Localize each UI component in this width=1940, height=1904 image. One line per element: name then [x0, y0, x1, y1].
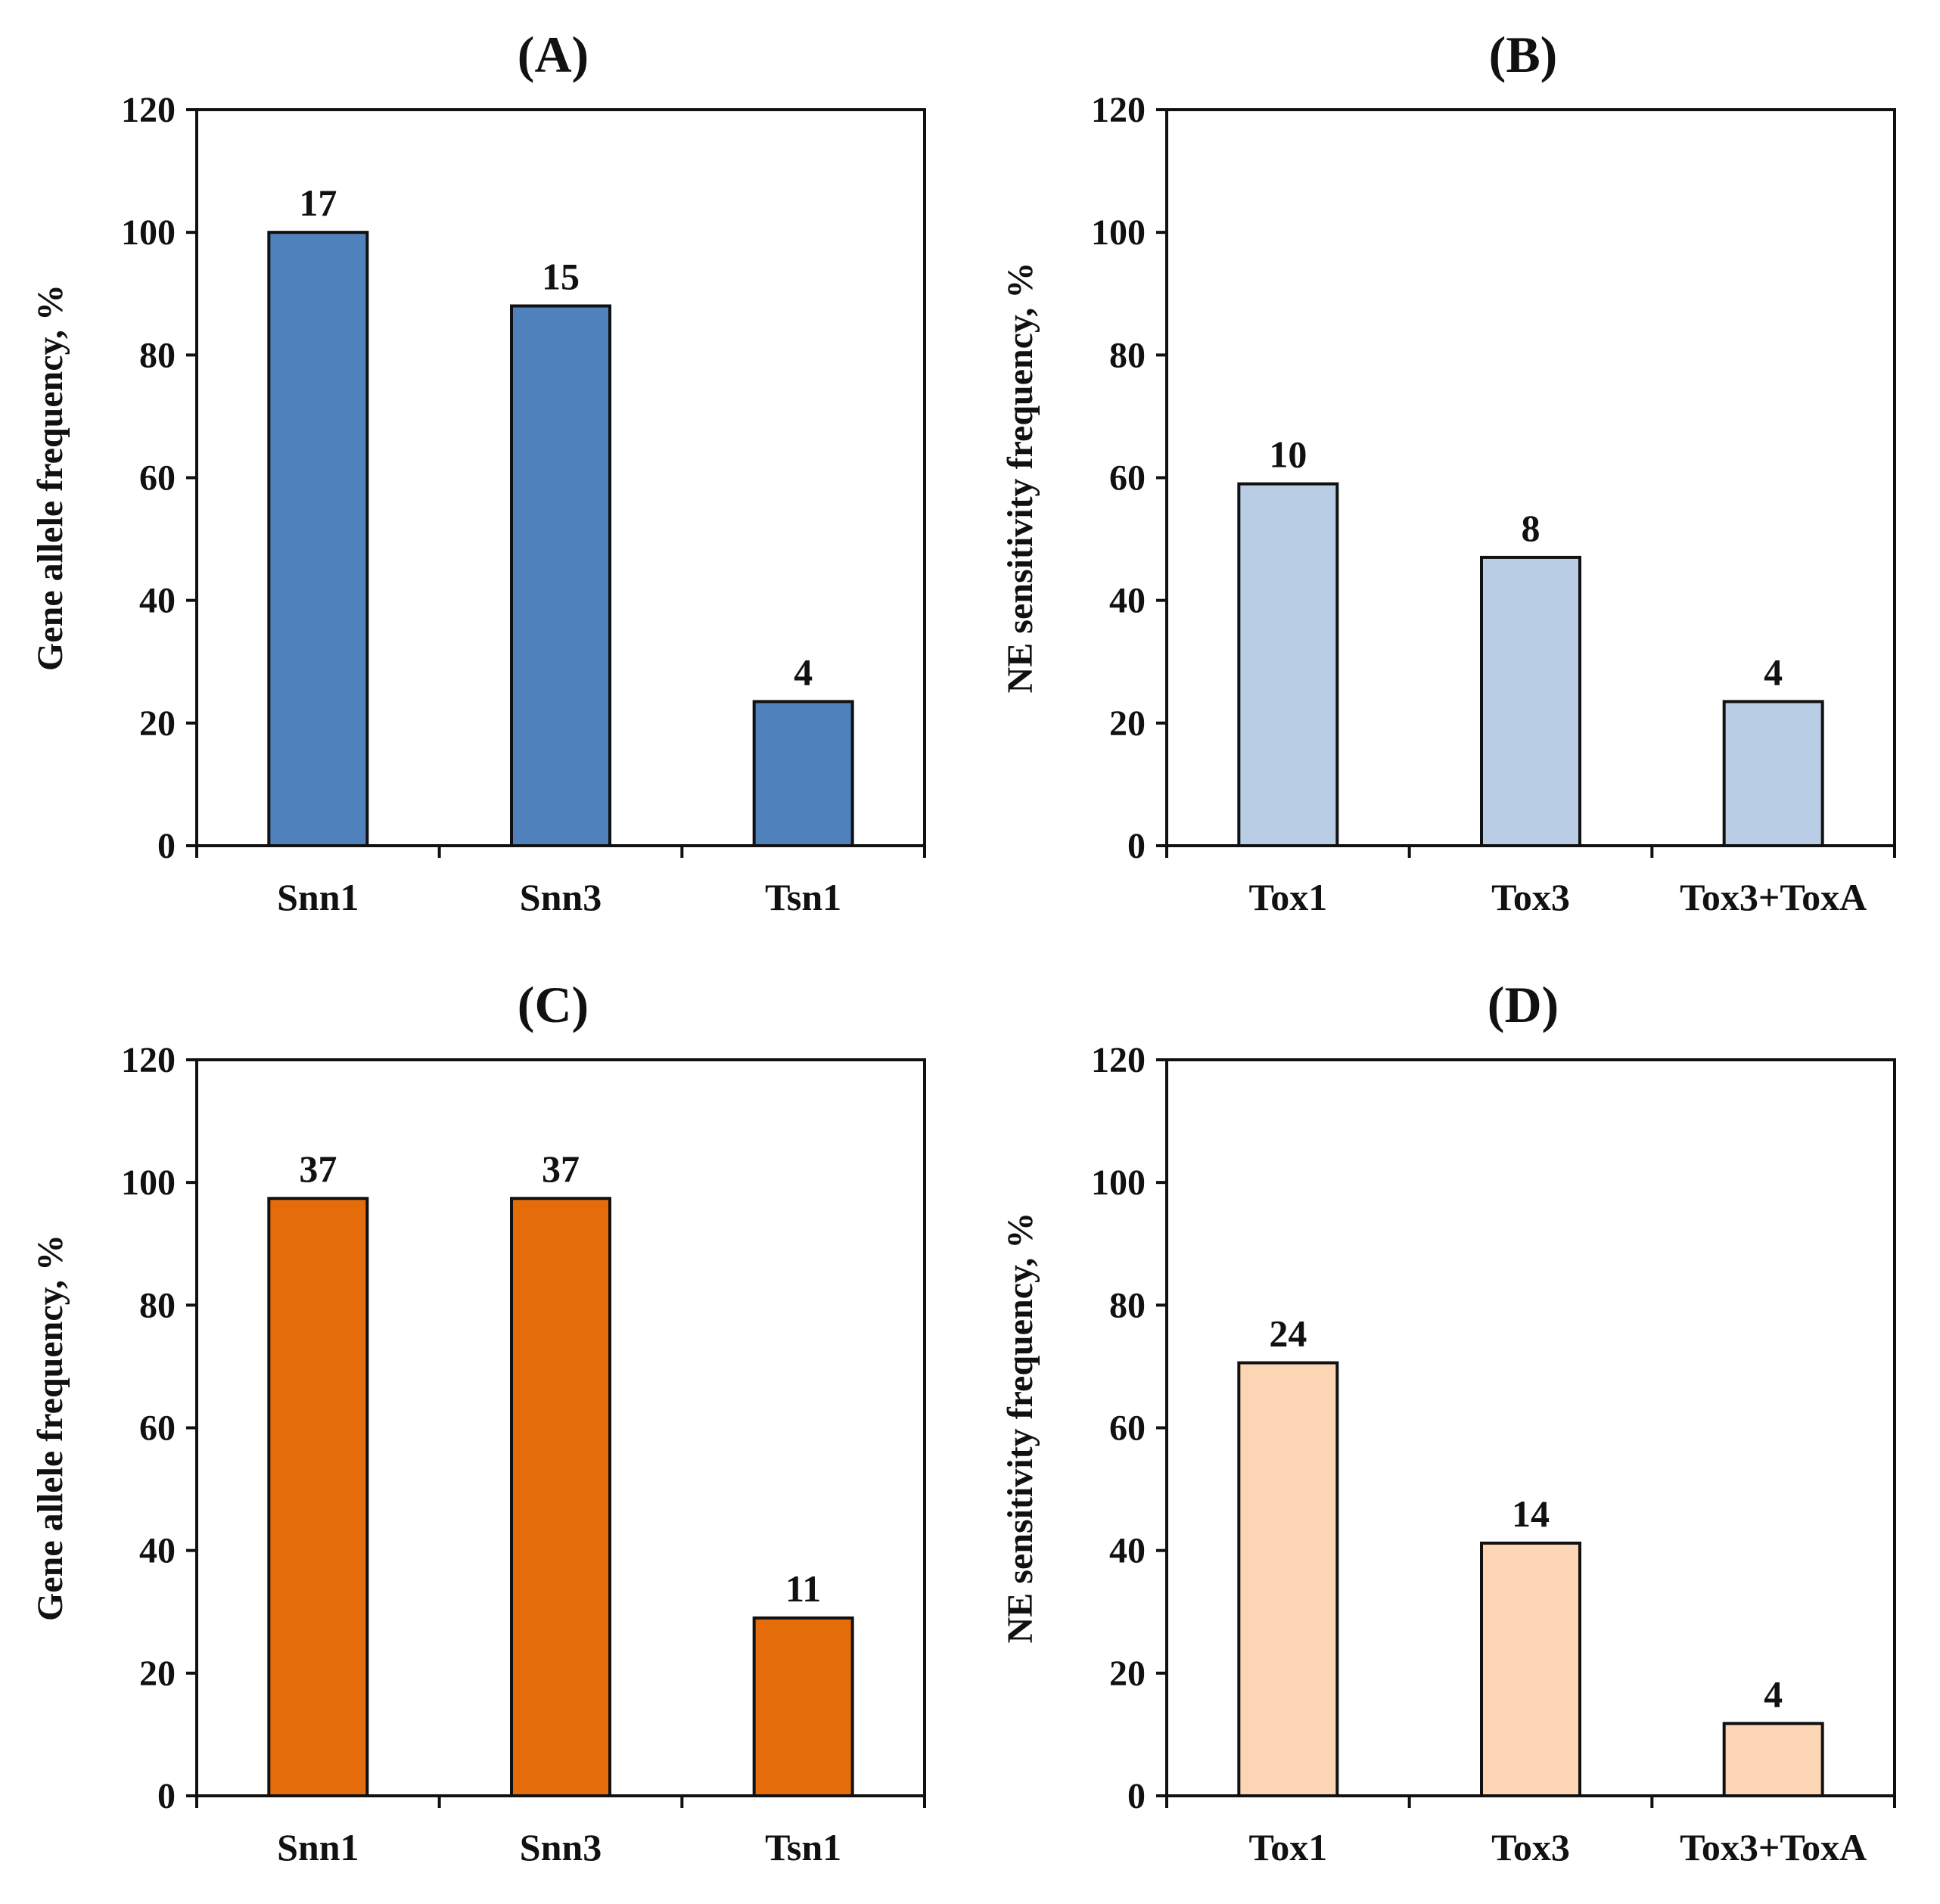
y-axis-label: Gene allele frequency, %: [30, 1235, 70, 1621]
x-category-label: Snn1: [277, 876, 359, 918]
data-label: 11: [785, 1567, 821, 1610]
y-tick-label: 120: [121, 90, 176, 130]
y-tick-label: 20: [139, 704, 176, 744]
y-tick-label: 120: [1091, 1040, 1146, 1080]
chart-c-svg: (C) 0 20 40 60 80 100 120 37 Snn1 37 Snn3 11 Tsn1 Gene…: [30, 976, 926, 1868]
data-label: 10: [1269, 433, 1307, 476]
chart-d-svg: (D) 0 20 40 60 80 100 120 24 Tox1 14 Tox3 4 Tox3+ToxA…: [1000, 976, 1896, 1868]
data-label: 37: [542, 1148, 580, 1190]
y-tick-label: 120: [1091, 90, 1146, 130]
chart-title: (D): [1488, 976, 1559, 1033]
bar-tsn1: [752, 1616, 854, 1797]
y-tick-label: 80: [1109, 335, 1146, 375]
y-axis-label: NE sensitivity frequency, %: [1000, 1213, 1040, 1644]
y-tick-label: 0: [157, 826, 176, 866]
data-label: 4: [1764, 1673, 1783, 1715]
x-category-label: Tox3+ToxA: [1680, 1826, 1867, 1868]
x-category-label: Tox3: [1491, 1826, 1570, 1868]
y-tick-label: 20: [1109, 704, 1146, 744]
chart-title: (B): [1489, 26, 1558, 83]
data-label: 24: [1269, 1312, 1307, 1355]
bar-snn3: [510, 304, 611, 847]
chart-a-svg: (A) 0 20 40 60 80 100 120 17 Snn1 15 Snn3 4 Tsn1 Gene …: [30, 26, 926, 918]
y-tick-label: 120: [121, 1040, 176, 1080]
y-tick-label: 40: [139, 581, 176, 621]
x-category-label: Snn3: [520, 1826, 602, 1868]
y-tick-label: 80: [139, 1285, 176, 1325]
y-axis-label: NE sensitivity frequency, %: [1000, 262, 1040, 694]
data-label: 4: [794, 651, 813, 693]
chart-title: (A): [518, 26, 589, 83]
bar-snn1: [267, 1197, 369, 1797]
y-tick-label: 40: [1109, 581, 1146, 621]
chart-b-svg: (B) 0 20 40 60 80 100 120 10 Tox1 8 Tox3 4 Tox3+ToxA N…: [1000, 26, 1896, 918]
y-tick-label: 60: [139, 458, 176, 499]
y-tick-label: 100: [1091, 1163, 1146, 1203]
x-category-label: Tox3+ToxA: [1680, 876, 1867, 918]
y-tick-label: 40: [139, 1531, 176, 1571]
chart-panel-c: (C) 0 20 40 60 80 100 120 37 Snn1 37 Snn3 11 Tsn1 Gene…: [0, 950, 970, 1900]
chart-title: (C): [518, 976, 589, 1033]
y-tick-label: 100: [121, 213, 176, 253]
y-tick-label: 80: [1109, 1285, 1146, 1325]
bar-tox3-toxa: [1722, 1722, 1824, 1797]
y-tick-label: 100: [1091, 213, 1146, 253]
x-category-label: Tsn1: [765, 1826, 841, 1868]
y-tick-label: 0: [1127, 1776, 1146, 1816]
x-category-label: Snn3: [520, 876, 602, 918]
data-label: 15: [542, 255, 580, 297]
y-tick-label: 0: [1127, 826, 1146, 866]
bar-snn3: [510, 1197, 611, 1797]
bar-tox1: [1237, 1361, 1339, 1797]
data-label: 17: [299, 182, 337, 224]
data-label: 4: [1764, 651, 1783, 693]
y-tick-label: 60: [139, 1409, 176, 1449]
y-tick-label: 60: [1109, 1409, 1146, 1449]
y-tick-label: 100: [121, 1163, 176, 1203]
bar-snn1: [267, 231, 369, 847]
data-label: 8: [1522, 507, 1540, 549]
x-category-label: Snn1: [277, 1826, 359, 1868]
y-axis-label: Gene allele frequency, %: [30, 284, 70, 671]
y-tick-label: 60: [1109, 458, 1146, 499]
chart-panel-d: (D) 0 20 40 60 80 100 120 24 Tox1 14 Tox3 4 Tox3+ToxA…: [970, 950, 1940, 1900]
chart-panel-a: (A) 0 20 40 60 80 100 120 17 Snn1 15 Snn3 4 Tsn1 Gene …: [0, 0, 970, 950]
chart-panel-b: (B) 0 20 40 60 80 100 120 10 Tox1 8 Tox3 4 Tox3+ToxA N…: [970, 0, 1940, 950]
y-tick-label: 20: [1109, 1654, 1146, 1694]
bar-tox3-toxa: [1722, 700, 1824, 847]
y-tick-label: 80: [139, 335, 176, 375]
y-tick-label: 0: [157, 1776, 176, 1816]
bar-tox3: [1480, 555, 1581, 847]
x-category-label: Tox1: [1248, 876, 1327, 918]
bar-tox3: [1480, 1541, 1581, 1797]
y-tick-label: 20: [139, 1654, 176, 1694]
data-label: 14: [1512, 1492, 1550, 1535]
bar-tox1: [1237, 482, 1339, 847]
data-label: 37: [299, 1148, 337, 1190]
bar-tsn1: [752, 700, 854, 847]
x-category-label: Tox3: [1491, 876, 1570, 918]
x-category-label: Tox1: [1248, 1826, 1327, 1868]
x-category-label: Tsn1: [765, 876, 841, 918]
y-tick-label: 40: [1109, 1531, 1146, 1571]
